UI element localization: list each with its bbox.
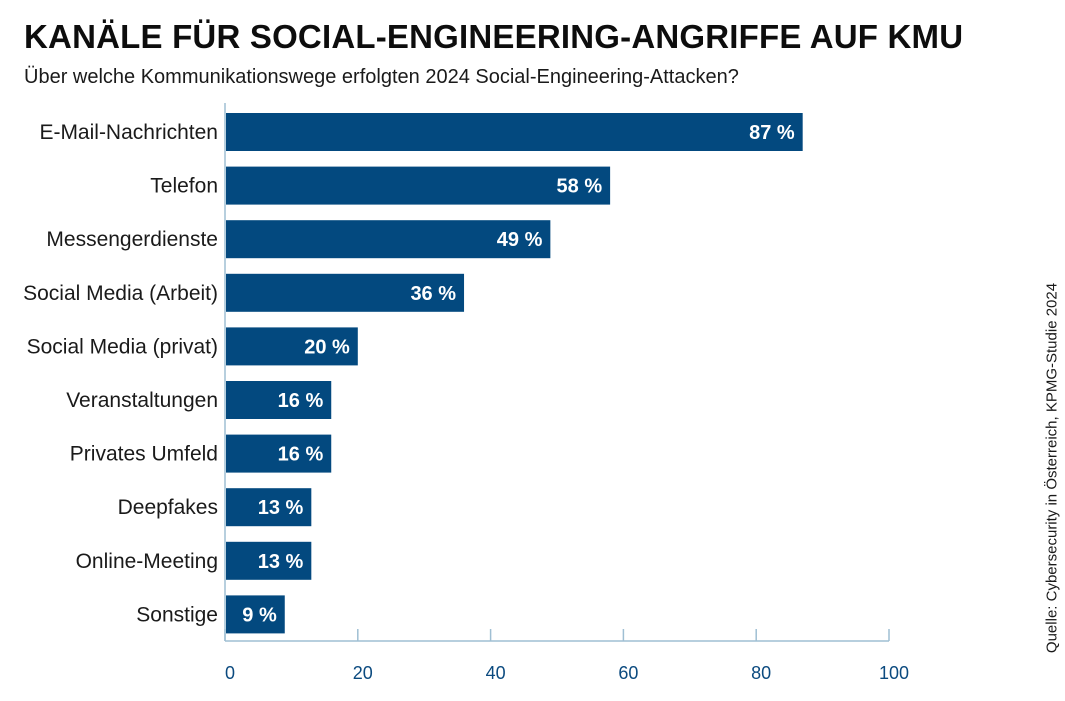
value-label: 16 %	[278, 444, 324, 466]
category-label: Telefon	[150, 175, 218, 198]
category-label: Social Media (privat)	[27, 335, 218, 358]
category-label: Veranstaltungen	[66, 389, 218, 412]
bar	[226, 381, 332, 419]
value-label: 58 %	[557, 176, 603, 198]
bar	[226, 113, 803, 151]
bar	[226, 220, 551, 259]
x-tick-label: 60	[618, 663, 638, 683]
x-tick-label: 100	[879, 663, 909, 683]
bar	[226, 541, 312, 580]
bar	[226, 595, 285, 634]
category-label: E-Mail-Nachrichten	[39, 121, 218, 144]
value-label: 49 %	[497, 229, 543, 251]
category-label: Online-Meeting	[76, 550, 218, 573]
value-label: 36 %	[410, 283, 456, 305]
bar	[226, 434, 332, 473]
value-label: 9 %	[242, 604, 277, 626]
category-label: Privates Umfeld	[70, 443, 218, 466]
category-label: Sonstige	[136, 603, 218, 626]
x-tick-label: 80	[751, 663, 771, 683]
chart-subtitle: Über welche Kommunikationswege erfolgten…	[24, 66, 739, 88]
value-label: 87 %	[749, 122, 795, 144]
category-label: Deepfakes	[118, 496, 218, 519]
value-label: 13 %	[258, 497, 304, 519]
value-label: 13 %	[258, 551, 304, 573]
bar	[226, 488, 312, 527]
bar	[226, 273, 465, 312]
x-tick-label: 20	[353, 663, 373, 683]
category-label: Messengerdienste	[46, 228, 218, 251]
value-label: 16 %	[278, 390, 324, 412]
bar	[226, 166, 611, 205]
chart-title: KANÄLE FÜR SOCIAL-ENGINEERING-ANGRIFFE A…	[24, 18, 964, 55]
value-label: 20 %	[304, 336, 350, 358]
x-tick-label: 0	[225, 663, 235, 683]
bar	[226, 327, 358, 366]
category-label: Social Media (Arbeit)	[23, 282, 218, 305]
x-tick-label: 40	[486, 663, 506, 683]
